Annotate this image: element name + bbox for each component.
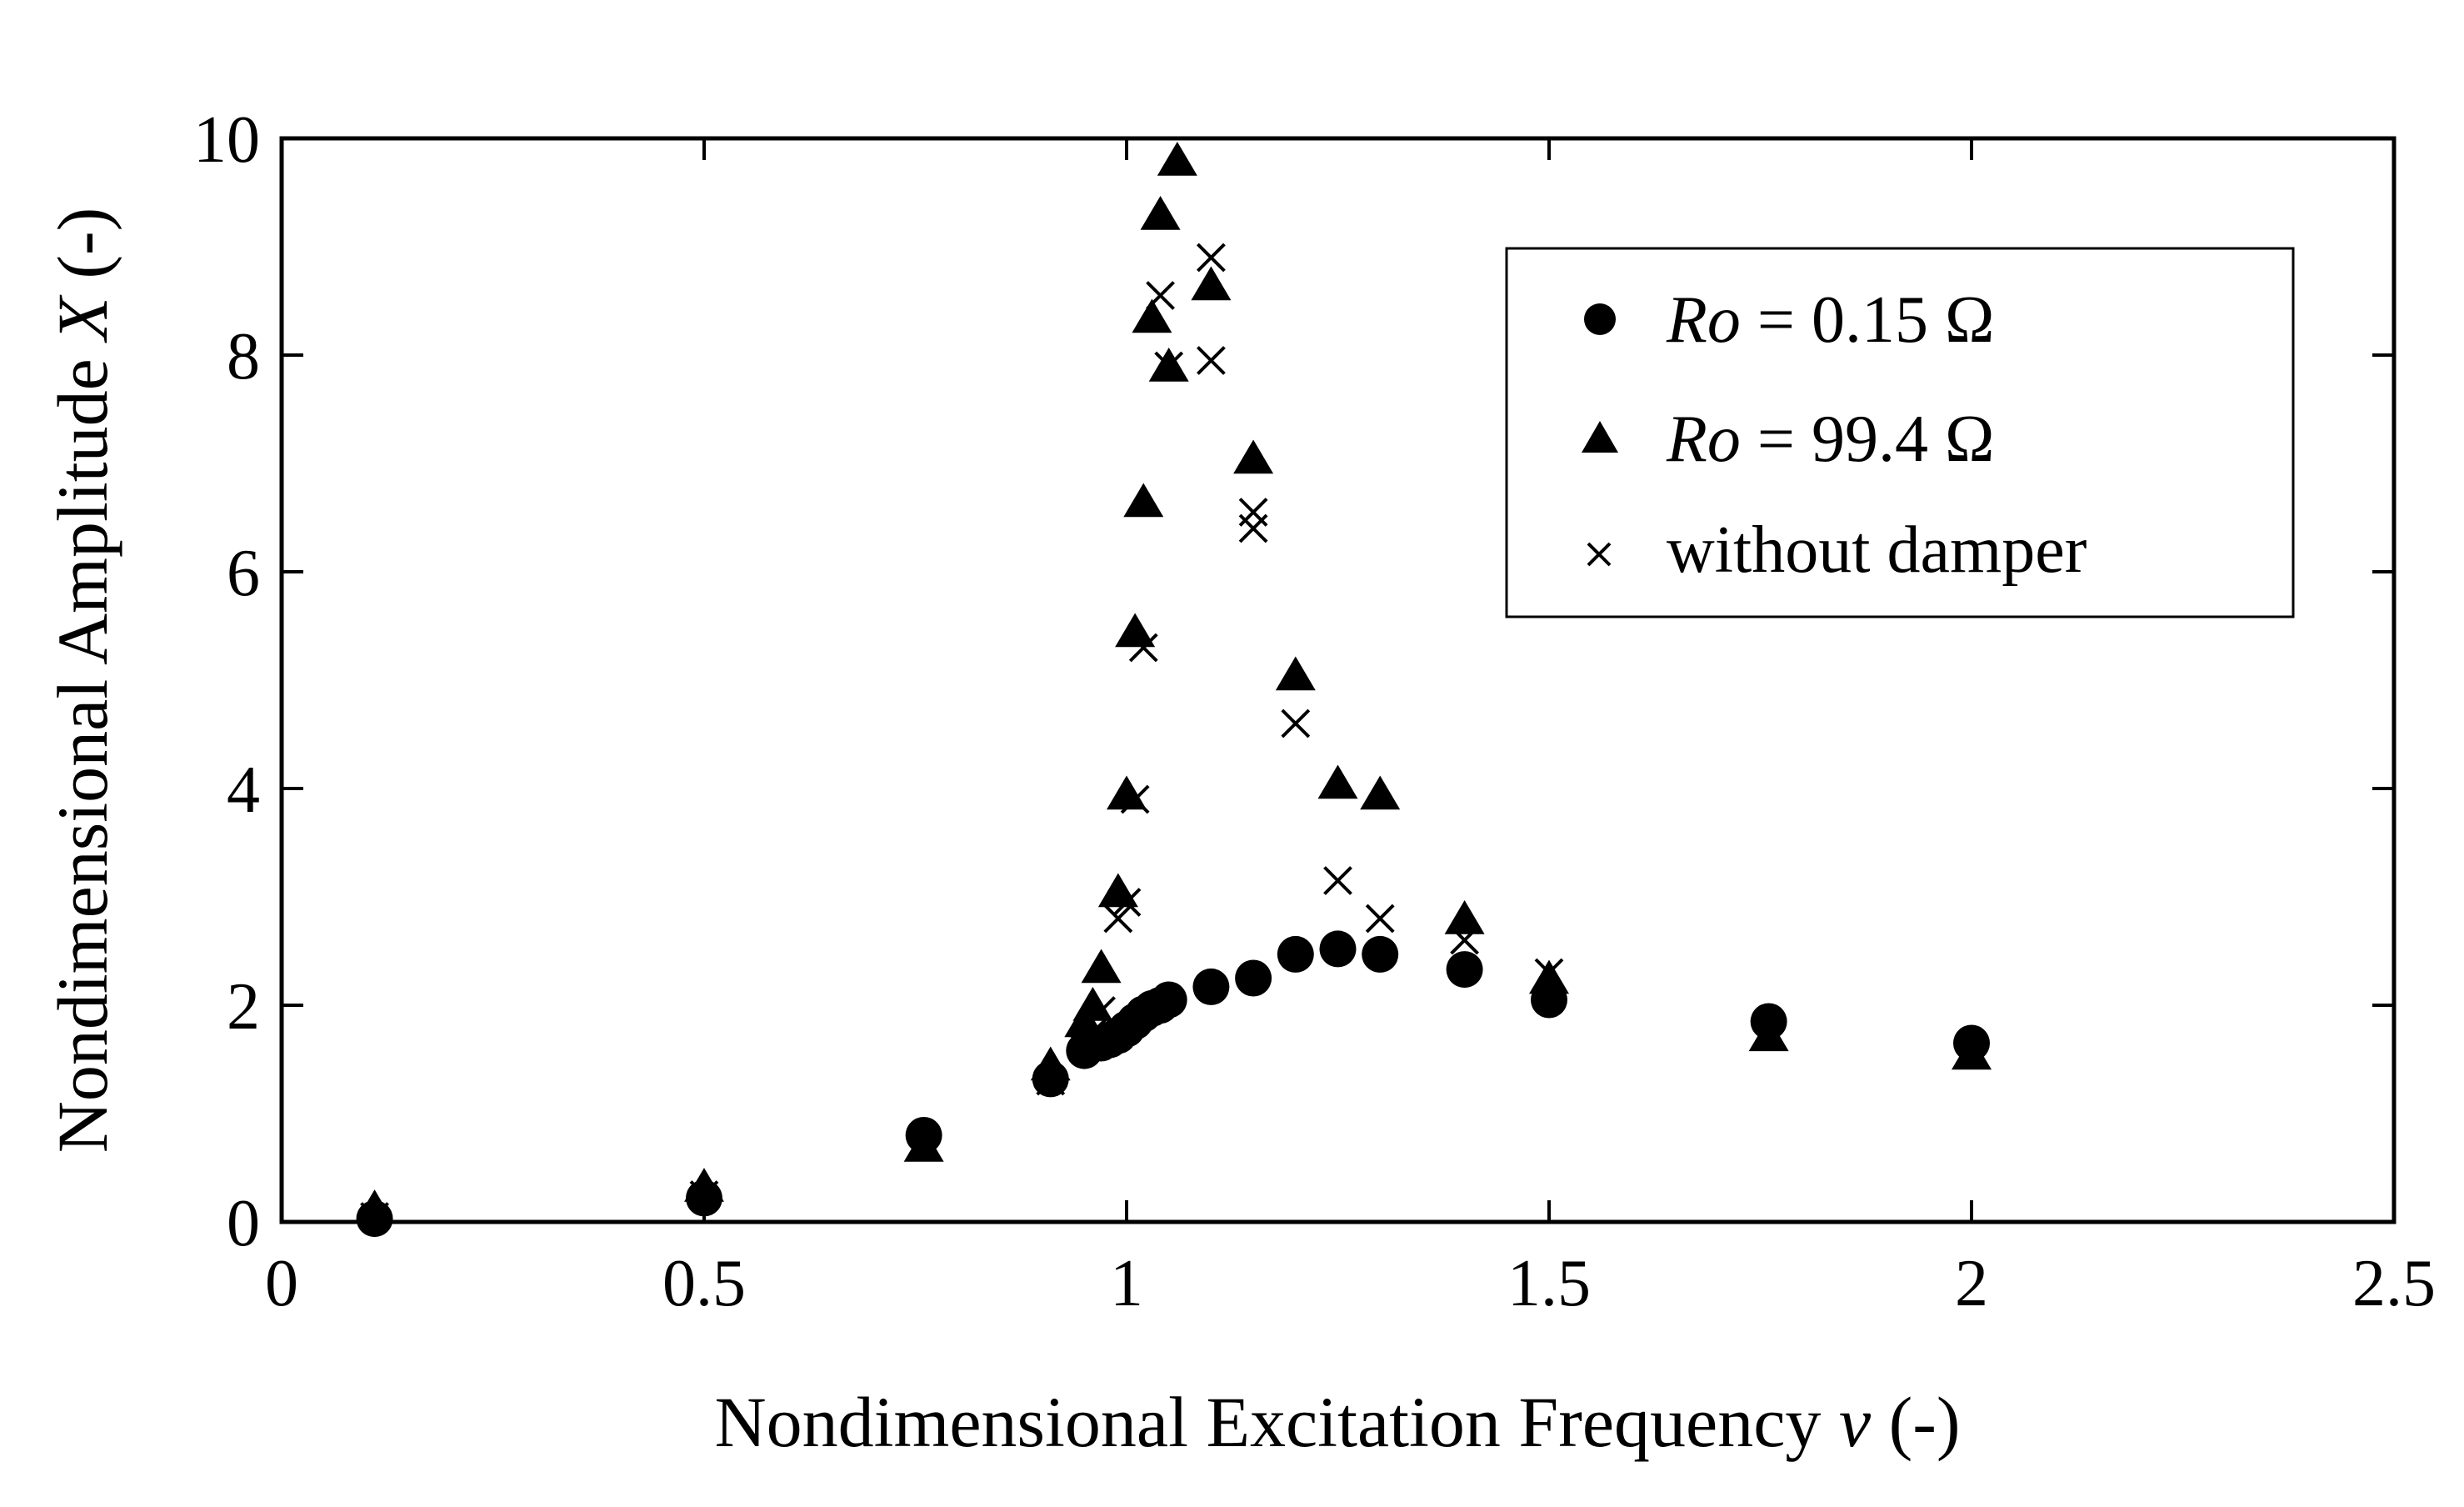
point-without-damper (1323, 866, 1352, 895)
point-without-damper-stroke (1323, 866, 1352, 895)
point-without-damper (1534, 958, 1564, 988)
point-without-damper-stroke (1154, 351, 1184, 381)
legend-marker-circle (1584, 303, 1616, 335)
point-ro-015 (1032, 1060, 1069, 1098)
point-ro-994 (1081, 949, 1122, 984)
point-ro-994 (1097, 873, 1138, 908)
legend-marker-triangle (1582, 421, 1618, 453)
point-without-damper (1450, 925, 1480, 955)
point-ro-015 (1446, 951, 1483, 989)
point-without-damper (1238, 513, 1268, 543)
x-tick-label: 0 (265, 1247, 298, 1320)
point-without-damper-stroke (1365, 904, 1395, 934)
point-without-damper-stroke (1128, 633, 1158, 663)
point-without-damper (1103, 904, 1133, 934)
point-ro-015 (1150, 981, 1187, 1019)
point-without-damper-stroke (1196, 346, 1226, 375)
point-without-damper-stroke (1103, 904, 1133, 934)
legend-label-ro-994-rest: = 99.4 Ω (1741, 403, 1995, 476)
point-ro-015 (356, 1200, 393, 1238)
point-without-damper (1154, 351, 1184, 381)
point-without-damper-stroke (1146, 281, 1175, 310)
y-tick-label: 10 (193, 103, 260, 177)
point-ro-994 (1191, 266, 1232, 301)
y-tick-label: 4 (227, 754, 260, 827)
point-ro-015 (1277, 935, 1314, 973)
point-without-damper (1196, 346, 1226, 375)
point-ro-015 (1192, 968, 1230, 1005)
point-ro-994 (1157, 142, 1197, 176)
point-ro-015 (1953, 1024, 1990, 1062)
point-without-damper-stroke (1450, 925, 1480, 955)
point-without-damper-stroke (1281, 708, 1311, 738)
point-without-damper (1281, 708, 1311, 738)
legend-label-ro-015-rest: = 0.15 Ω (1741, 283, 1995, 357)
point-without-damper (1238, 498, 1268, 527)
plot-frame (279, 136, 2397, 1224)
point-without-damper (1365, 904, 1395, 934)
point-ro-015 (1362, 935, 1399, 973)
point-without-damper (1196, 243, 1226, 273)
point-without-damper (1120, 784, 1150, 814)
marks-layer (354, 142, 1992, 1238)
legend-label-without-damper: without damper (1667, 513, 2087, 587)
point-ro-994 (1132, 298, 1172, 333)
point-without-damper-stroke (1238, 513, 1268, 543)
legend-label-ro-015: Ro = 0.15 Ω (1666, 283, 1994, 357)
y-axis-label: Nondimensional Amplitude X (-) (42, 208, 122, 1154)
point-ro-015 (1235, 959, 1272, 997)
x-tick-label: 0.5 (662, 1247, 746, 1320)
legend: Ro = 0.15 Ω Ro = 99.4 Ω without damper (1505, 247, 2295, 618)
y-axis-unit: (-) (42, 208, 122, 279)
x-tick-label: 1 (1110, 1247, 1143, 1320)
ticks-layer: 0 0.5 1 1.5 2 2.5 0 2 4 6 8 10 (193, 103, 2436, 1320)
x-axis-unit: (-) (1889, 1382, 1961, 1462)
legend-label-ro-994-italic: Ro (1666, 403, 1741, 476)
point-without-damper (1128, 633, 1158, 663)
point-ro-994 (1140, 196, 1181, 230)
point-ro-994 (1123, 483, 1164, 518)
x-tick-label: 2.5 (2352, 1247, 2436, 1320)
legend-box (1505, 247, 2295, 618)
point-ro-994 (1275, 656, 1316, 691)
legend-marker-x (1587, 542, 1612, 567)
x-axis-symbol: ν (1839, 1382, 1872, 1462)
y-axis-label-text: Nondimensional Amplitude (42, 358, 122, 1153)
point-ro-994 (1317, 764, 1358, 799)
x-tick-label: 2 (1955, 1247, 1988, 1320)
y-tick-label: 0 (227, 1187, 260, 1260)
point-without-damper-stroke (1534, 958, 1564, 988)
y-tick-label: 2 (227, 970, 260, 1044)
x-axis-label: Nondimensional Excitation Frequency ν (-… (714, 1382, 1960, 1462)
x-tick-label: 1.5 (1507, 1247, 1591, 1320)
point-ro-015 (905, 1117, 942, 1154)
point-ro-015 (686, 1179, 722, 1217)
legend-label-ro-994: Ro = 99.4 Ω (1666, 403, 1994, 476)
point-ro-015 (1319, 930, 1357, 968)
point-ro-015 (1750, 1003, 1787, 1040)
y-tick-label: 8 (227, 320, 260, 393)
point-ro-994 (1444, 900, 1485, 934)
y-tick-label: 6 (227, 537, 260, 610)
point-ro-015 (1531, 981, 1567, 1019)
x-axis-label-text: Nondimensional Excitation Frequency (714, 1382, 1821, 1462)
point-without-damper (1146, 281, 1175, 310)
legend-label-ro-015-italic: Ro (1666, 283, 1741, 357)
point-ro-994 (1115, 613, 1156, 648)
y-axis-symbol: X (42, 294, 122, 343)
point-without-damper-stroke (1112, 888, 1142, 917)
point-without-damper-stroke (1120, 784, 1150, 814)
point-without-damper (1112, 888, 1142, 917)
point-ro-994 (1233, 439, 1274, 474)
point-without-damper-stroke (1196, 243, 1226, 273)
point-without-damper-stroke (1087, 996, 1116, 1025)
point-ro-994 (1360, 775, 1401, 810)
